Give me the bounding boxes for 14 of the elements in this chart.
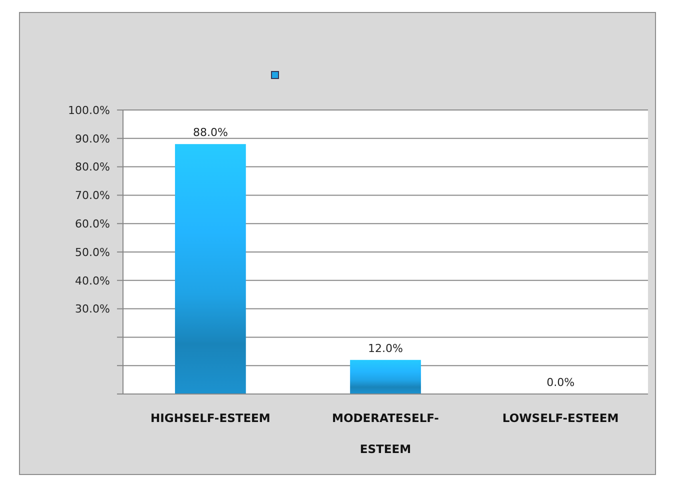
text: 0.0% [546, 376, 575, 389]
y-tick-label: 30.0% [75, 302, 110, 316]
category-label: MODERATESELF-ESTEEM [332, 411, 439, 456]
y-tick-label: 90.0% [75, 132, 110, 146]
x-tick-label: LOWSELF-ESTEEM [502, 411, 619, 425]
y-tick-label: 70.0% [75, 189, 110, 202]
y-tick-label: 100.0% [68, 104, 110, 117]
text: 88.0% [192, 126, 228, 140]
y-tick-label: 80.0% [75, 160, 110, 174]
y-tick-label: 50.0% [75, 246, 110, 259]
y-tick-label: 40.0% [75, 274, 110, 288]
text: 12.0% [368, 342, 403, 355]
x-tick-label: HIGHSELF-ESTEEM [150, 411, 270, 425]
y-tick-label: 60.0% [75, 217, 110, 230]
